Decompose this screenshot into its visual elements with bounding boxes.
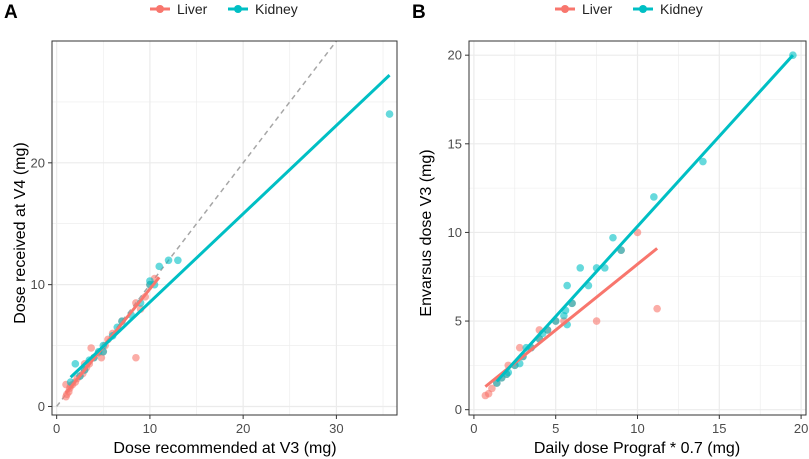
panel-b-kidney-fit-line <box>495 54 795 383</box>
panel-a-x-tick-label: 30 <box>329 421 343 436</box>
panel-a-kidney-point <box>155 262 164 271</box>
panel-b-letter: B <box>412 2 426 23</box>
panel-b-y-tick-label: 15 <box>448 136 462 151</box>
panel-a-liver-fit-line <box>64 276 161 395</box>
panel-b-y-title: Envarsus dose V3 (mg) <box>418 149 435 316</box>
panel-a-x-title: Dose recommended at V3 (mg) <box>113 440 336 457</box>
panel-a-y-title: Dose received at V4 (mg) <box>12 142 29 323</box>
panel-a-y-tick-label: 0 <box>38 399 45 414</box>
panel-a-kidney-point <box>385 110 394 118</box>
panel-b-y-tick-label: 20 <box>448 48 462 63</box>
panel-b-grid <box>469 41 806 415</box>
panel-a-frame <box>51 40 398 416</box>
panel-a-plot: 0 10 20 30 0 10 20 <box>31 40 398 436</box>
panel-b-legend-liver-label: Liver <box>582 1 613 17</box>
panel-a-kidney-fit-line <box>69 74 391 379</box>
panel-a-legend-liver-label: Liver <box>177 1 208 17</box>
panel-a-y-tick-label: 20 <box>31 155 45 170</box>
panel-a-kidney-point <box>164 256 173 265</box>
panel-b-y-tick-label: 5 <box>455 314 462 329</box>
panel-b-x-tick-label: 5 <box>552 421 559 436</box>
panel-a-legend-liver-dot <box>156 5 164 13</box>
panel-b-plot: 0 5 10 15 20 0 5 10 15 20 <box>448 40 808 436</box>
panel-b-x-tick-label: 10 <box>630 421 644 436</box>
panel-a-legend: Liver Kidney <box>150 1 298 17</box>
panel-b-x-tick-label: 20 <box>794 421 808 436</box>
panel-a-liver-point <box>87 344 95 352</box>
panel-b-x-title: Daily dose Prograf * 0.7 (mg) <box>534 440 740 457</box>
panel-b-x-tick-label: 0 <box>470 421 477 436</box>
panel-b-liver-point <box>515 343 524 352</box>
panel-b-liver-point <box>653 304 661 313</box>
panel-a-grid <box>52 41 397 415</box>
panel-b-liver-point <box>488 384 496 393</box>
panel-b-kidney-point <box>650 193 658 201</box>
panel-b-y-tick-label: 0 <box>455 402 462 417</box>
panel-a-x-tick-label: 0 <box>53 421 60 436</box>
panel-b-x-tick-label: 15 <box>712 421 726 436</box>
panel-a-x-tick-label: 10 <box>143 421 157 436</box>
panel-b-kidney-point <box>576 264 585 272</box>
panel-b-legend-kidney-label: Kidney <box>660 1 703 17</box>
panel-a-x-tick-label: 20 <box>236 421 250 436</box>
panel-a-liver-point <box>97 353 106 362</box>
panel-b-kidney-point <box>699 157 707 166</box>
panel-b-liver-point <box>592 317 601 325</box>
panel-b-legend-kidney-dot <box>639 5 647 13</box>
panel-b-y-tick-label: 10 <box>448 225 462 240</box>
panel-a-letter: A <box>4 2 18 23</box>
panel-b-kidney-point <box>563 281 571 290</box>
panel-a-y-tick-label: 10 <box>31 277 45 292</box>
panel-a-kidney-points <box>66 110 394 386</box>
panel-b-kidney-point <box>609 233 617 242</box>
panel-a-liver-point <box>132 353 140 362</box>
panel-b-legend: Liver Kidney <box>555 1 703 17</box>
panel-a-kidney-point <box>174 256 182 265</box>
panel-b-legend-liver-dot <box>561 5 569 13</box>
panel-a-legend-kidney-label: Kidney <box>255 1 298 17</box>
panel-a-kidney-point <box>71 360 80 368</box>
panel-a-legend-kidney-dot <box>234 5 242 13</box>
